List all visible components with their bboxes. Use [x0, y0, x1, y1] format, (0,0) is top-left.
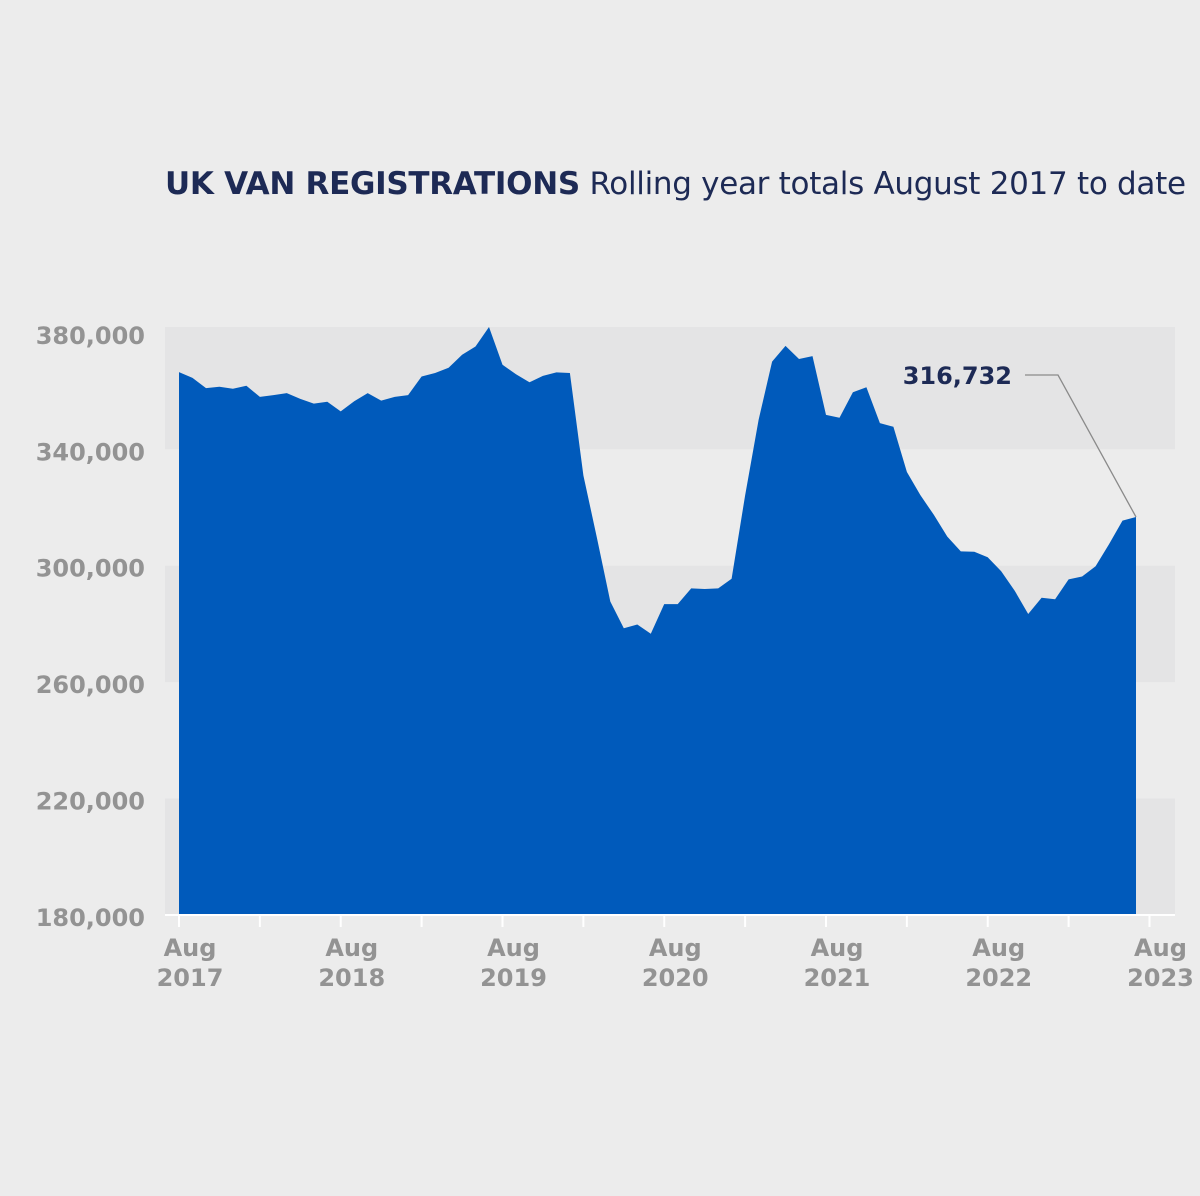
x-tick-label-year: 2018	[318, 964, 385, 992]
x-tick-label-year: 2019	[480, 964, 547, 992]
x-tick-label-year: 2022	[965, 964, 1032, 992]
x-tick-label-year: 2020	[642, 964, 709, 992]
y-tick-label: 180,000	[36, 904, 145, 932]
x-axis-labels: Aug2017Aug2018Aug2019Aug2020Aug2021Aug20…	[157, 934, 1194, 992]
chart-title: UK VAN REGISTRATIONS Rolling year totals…	[165, 166, 1186, 202]
x-tick-label-month: Aug	[325, 934, 378, 962]
annotation-leader-line	[1025, 374, 1137, 518]
y-tick-label: 300,000	[36, 555, 145, 583]
y-tick-label: 260,000	[36, 671, 145, 699]
series-area	[179, 327, 1136, 915]
annotation-layer: 316,732	[903, 362, 1137, 518]
x-axis	[165, 914, 1175, 927]
chart-title-main: UK VAN REGISTRATIONS	[165, 166, 580, 202]
x-tick-label-month: Aug	[811, 934, 864, 962]
y-tick-label: 340,000	[36, 438, 145, 466]
x-tick-label-month: Aug	[649, 934, 702, 962]
y-tick-label: 220,000	[36, 788, 145, 816]
x-tick-label-month: Aug	[1134, 934, 1187, 962]
y-axis-labels: 380,000 340,000 300,000 260,000 220,000 180,0…	[36, 322, 145, 932]
y-tick-label: 380,000	[36, 322, 145, 350]
chart-subtitle: Rolling year totals August 2017 to date	[589, 166, 1186, 202]
area-layer	[179, 327, 1136, 915]
x-tick-label-month: Aug	[164, 934, 217, 962]
x-tick-label-month: Aug	[972, 934, 1025, 962]
x-tick-label-year: 2021	[804, 964, 871, 992]
x-tick-label-year: 2023	[1127, 964, 1194, 992]
annotation-value-label: 316,732	[903, 362, 1012, 390]
x-tick-label-month: Aug	[487, 934, 540, 962]
x-tick-label-year: 2017	[157, 964, 224, 992]
